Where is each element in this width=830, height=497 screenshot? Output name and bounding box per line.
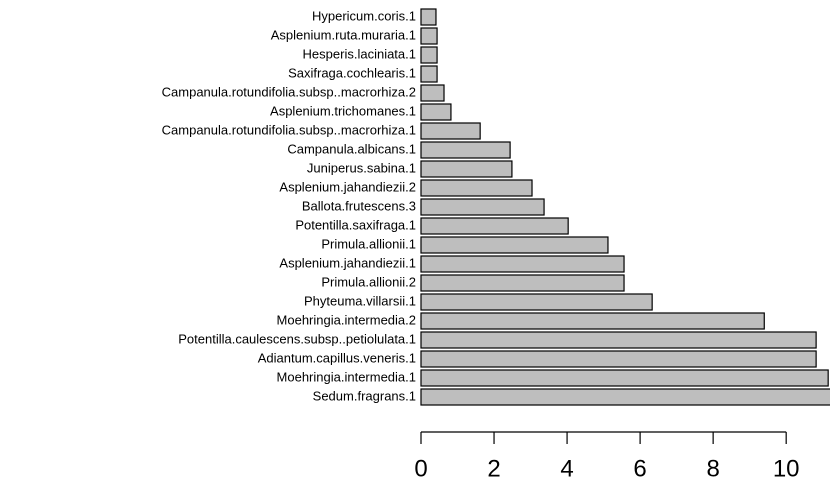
bar [420, 255, 625, 273]
bar [420, 217, 569, 235]
category-label: Campanula.albicans.1 [287, 141, 416, 156]
bar [420, 103, 452, 121]
category-label: Campanula.rotundifolia.subsp..macrorhiza… [162, 122, 416, 137]
x-tick-label: 8 [706, 455, 719, 482]
category-label: Moehringia.intermedia.1 [277, 369, 416, 384]
category-label: Juniperus.sabina.1 [307, 160, 416, 175]
bar [420, 274, 625, 292]
x-tick-label: 2 [487, 455, 500, 482]
category-label: Saxifraga.cochlearis.1 [288, 65, 416, 80]
bar [420, 8, 437, 26]
bar [420, 350, 817, 368]
x-tick-label: 6 [633, 455, 646, 482]
bar [420, 84, 445, 102]
category-label: Phyteuma.villarsii.1 [304, 293, 416, 308]
x-tick-label: 0 [414, 455, 427, 482]
category-label: Hypericum.coris.1 [312, 8, 416, 23]
category-label: Primula.allionii.1 [321, 236, 416, 251]
bar [420, 198, 545, 216]
bar [420, 160, 513, 178]
bar [420, 331, 817, 349]
bar [420, 236, 609, 254]
category-label: Primula.allionii.2 [321, 274, 416, 289]
bar [420, 179, 533, 197]
category-label: Potentilla.saxifraga.1 [295, 217, 416, 232]
category-label: Asplenium.trichomanes.1 [270, 103, 416, 118]
category-label: Campanula.rotundifolia.subsp..macrorhiza… [162, 84, 416, 99]
bar [420, 46, 438, 64]
category-label: Adiantum.capillus.veneris.1 [258, 350, 416, 365]
category-label: Potentilla.caulescens.subsp..petiolulata… [178, 331, 416, 346]
x-tick-label: 10 [773, 455, 800, 482]
plot-area [420, 8, 830, 406]
bar [420, 312, 765, 330]
category-label: Asplenium.jahandiezii.2 [279, 179, 416, 194]
bar [420, 122, 481, 140]
category-label: Asplenium.jahandiezii.1 [279, 255, 416, 270]
x-tick-label: 4 [560, 455, 573, 482]
category-label: Ballota.frutescens.3 [302, 198, 416, 213]
bar [420, 369, 829, 387]
bar [420, 388, 830, 406]
category-label: Hesperis.laciniata.1 [303, 46, 416, 61]
bar [420, 65, 438, 83]
bar [420, 27, 438, 45]
bar [420, 293, 653, 311]
category-label: Asplenium.ruta.muraria.1 [271, 27, 416, 42]
category-label: Sedum.fragrans.1 [313, 388, 416, 403]
category-label: Moehringia.intermedia.2 [277, 312, 416, 327]
bar [420, 141, 511, 159]
